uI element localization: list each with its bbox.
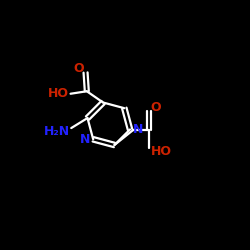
Text: N: N [133, 123, 143, 136]
Text: HO: HO [151, 145, 172, 158]
Text: H₂N: H₂N [44, 125, 70, 138]
Text: N: N [80, 133, 90, 146]
Text: O: O [151, 101, 161, 114]
Text: HO: HO [48, 87, 69, 100]
Text: O: O [74, 62, 84, 75]
